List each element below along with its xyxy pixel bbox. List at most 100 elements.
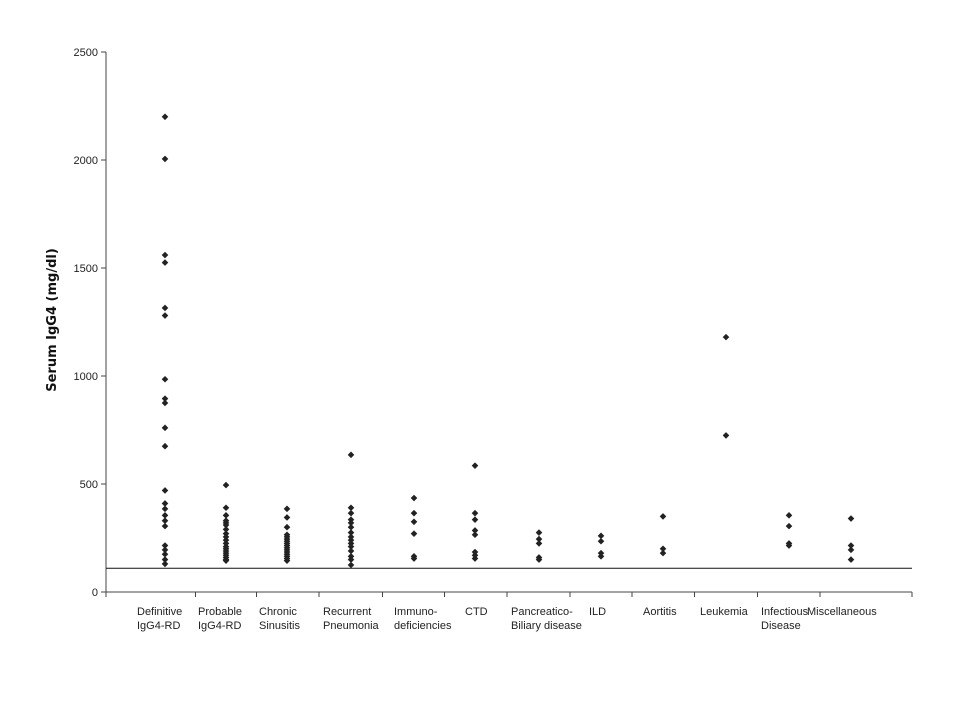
data-point <box>471 509 479 517</box>
x-category-label-line: CTD <box>465 606 488 618</box>
x-category-label: Immuno-deficiencies <box>394 606 452 632</box>
data-point <box>161 442 169 450</box>
data-point <box>222 481 230 489</box>
data-point <box>597 537 605 545</box>
data-point <box>161 113 169 121</box>
data-point <box>410 494 418 502</box>
x-category-label-line: Pneumonia <box>323 620 380 632</box>
data-point <box>161 517 169 525</box>
data-point <box>659 549 667 557</box>
data-point <box>347 523 355 531</box>
data-point <box>222 521 230 529</box>
x-category-label-line: Biliary disease <box>511 620 582 632</box>
data-point <box>161 424 169 432</box>
data-point <box>785 542 793 549</box>
data-point <box>535 529 543 536</box>
data-point <box>471 531 479 539</box>
data-point <box>161 556 169 563</box>
data-point <box>161 155 169 163</box>
x-category-label-line: IgG4-RD <box>198 620 241 632</box>
data-point <box>597 532 605 540</box>
data-point <box>597 553 605 560</box>
data-point <box>847 515 855 522</box>
y-axis-ticks: 0 500 1000 1500 2000 2500 <box>74 47 106 599</box>
x-category-label-line: Sinusitis <box>259 620 300 632</box>
data-point <box>161 546 169 554</box>
x-category-label: Leukemia <box>700 606 749 618</box>
data-point <box>283 505 291 513</box>
x-category-label: Definitive IgG4-RD <box>137 606 182 632</box>
data-point <box>222 504 230 512</box>
data-point <box>161 395 169 402</box>
data-point <box>161 500 169 507</box>
x-category-label: Miscellaneous <box>807 606 877 618</box>
data-point <box>410 555 418 562</box>
data-point <box>659 545 667 553</box>
data-point <box>222 526 230 533</box>
data-point <box>161 550 169 558</box>
data-point <box>410 509 418 517</box>
data-point <box>347 529 355 536</box>
data-point <box>410 530 418 537</box>
x-category-label: Infectious Disease <box>761 606 809 632</box>
x-category-label-line: deficiencies <box>394 620 452 632</box>
x-category-label-line: Probable <box>198 606 242 618</box>
data-point <box>347 451 355 459</box>
x-category-label-line: Definitive <box>137 606 182 618</box>
x-category-label-line: Aortitis <box>643 606 677 618</box>
x-category-label-line: Chronic <box>259 606 297 618</box>
data-point <box>161 259 169 266</box>
data-point <box>722 432 730 439</box>
y-tick-label: 2000 <box>74 155 98 167</box>
data-point <box>471 527 479 534</box>
data-point <box>535 535 543 543</box>
data-point <box>847 542 855 549</box>
data-point <box>535 540 543 547</box>
x-category-label-line: Leukemia <box>700 606 749 618</box>
data-point <box>722 333 730 341</box>
x-category-label: Aortitis <box>643 606 677 618</box>
data-point <box>161 505 169 513</box>
x-category-label: CTD <box>465 606 488 618</box>
data-point <box>471 516 479 523</box>
x-category-label-line: Recurrent <box>323 606 371 618</box>
x-category-label-line: Disease <box>761 620 801 632</box>
data-point <box>161 304 169 312</box>
data-point <box>161 251 169 259</box>
data-point <box>222 512 230 519</box>
y-tick-label: 1000 <box>74 371 98 383</box>
axes <box>105 52 913 597</box>
y-tick-label: 1500 <box>74 263 98 275</box>
data-point <box>471 462 479 469</box>
y-tick-label: 0 <box>92 587 98 599</box>
x-category-label-line: Pancreatico- <box>511 606 573 618</box>
y-tick-label: 2500 <box>74 47 98 59</box>
data-point <box>471 555 479 562</box>
data-point <box>347 504 355 512</box>
x-axis-category-labels: Definitive IgG4-RD Probable IgG4-RD Chronic S… <box>137 606 877 632</box>
data-point <box>659 513 667 520</box>
data-point <box>847 546 855 554</box>
data-point <box>347 547 355 555</box>
data-point <box>785 512 793 519</box>
data-point <box>161 512 169 519</box>
x-category-label-line: IgG4-RD <box>137 620 180 632</box>
x-category-label: Chronic Sinusitis <box>259 606 300 632</box>
data-point <box>161 312 169 319</box>
x-category-label: Probable IgG4-RD <box>198 606 242 632</box>
data-point <box>161 560 169 568</box>
data-point <box>347 509 355 517</box>
data-point <box>161 375 169 383</box>
data-point <box>347 519 355 527</box>
x-category-label-line: Immuno- <box>394 606 438 618</box>
data-point <box>347 561 355 569</box>
data-point <box>410 518 418 526</box>
x-category-label: Pancreatico- Biliary disease <box>511 606 582 632</box>
data-point <box>283 514 291 521</box>
y-axis-label: Serum IgG4 (mg/dl) <box>45 248 60 392</box>
data-point <box>283 523 291 531</box>
data-point <box>161 522 169 530</box>
data-point <box>535 556 543 563</box>
data-point <box>222 557 230 564</box>
